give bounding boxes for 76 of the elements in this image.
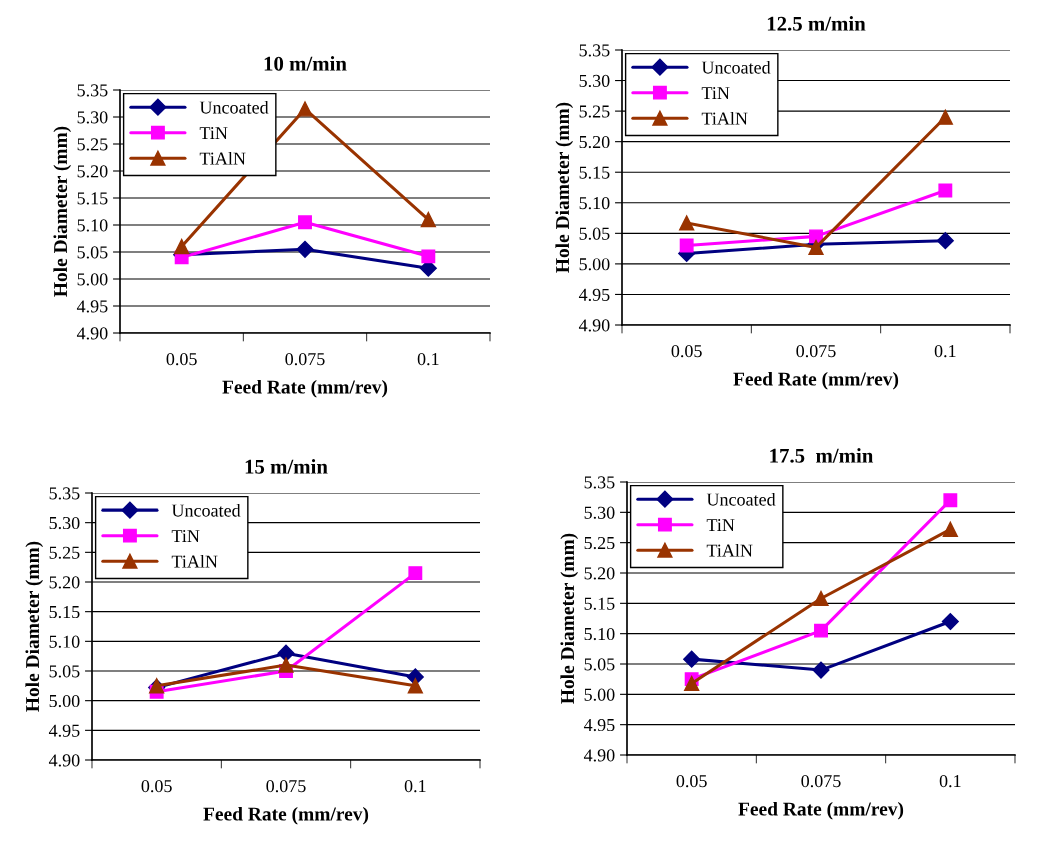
x-axis-title: Feed Rate (mm/rev)	[738, 801, 904, 820]
y-tick-label: 5.25	[49, 546, 80, 559]
y-tick-label: 5.05	[579, 227, 610, 240]
y-tick-label: 5.10	[579, 197, 610, 210]
x-tick-label: 0.075	[801, 774, 841, 788]
legend-label: TiAlN	[199, 151, 246, 165]
y-tick-label: 5.15	[49, 606, 80, 619]
legend-label: TiAlN	[706, 543, 753, 557]
x-tick-label: 0.1	[939, 774, 961, 788]
y-tick-label: 5.30	[579, 74, 610, 88]
x-tick-label: 0.05	[671, 344, 702, 358]
legend-label: Uncoated	[199, 100, 269, 114]
chart-title: 10 m/min	[264, 56, 347, 71]
y-tick-label: 5.05	[49, 665, 80, 678]
legend-label: Uncoated	[706, 492, 776, 506]
y-tick-label: 4.95	[48, 724, 80, 737]
y-tick-label: 5.10	[49, 635, 80, 648]
y-tick-label: 5.05	[77, 246, 108, 259]
y-tick-label: 5.20	[579, 135, 610, 149]
x-axis-title: Feed Rate (mm/rev)	[203, 806, 369, 825]
y-tick-label: 5.15	[77, 192, 108, 205]
chart-title: 17.5 m/min	[770, 448, 874, 463]
y-tick-label: 4.95	[76, 300, 108, 313]
legend-label: TiN	[701, 87, 730, 99]
legend-label: TiN	[199, 127, 228, 139]
y-axis-title: Hole Diameter (mm)	[560, 533, 579, 704]
y-tick-label: 5.30	[584, 506, 615, 519]
legend-label: Uncoated	[701, 60, 771, 74]
chart-title: 15 m/min	[245, 459, 328, 474]
legend-label: TiAlN	[171, 554, 218, 568]
legend-label: TiN	[706, 519, 735, 531]
x-tick-label: 0.075	[266, 779, 306, 793]
y-tick-label: 5.10	[77, 219, 108, 232]
x-axis-title: Feed Rate (mm/rev)	[222, 379, 388, 398]
y-tick-label: 4.90	[76, 327, 108, 340]
y-tick-label: 5.35	[49, 487, 80, 500]
y-axis-title: Hole Diameter (mm)	[53, 126, 72, 297]
y-tick-label: 5.30	[77, 111, 108, 124]
x-tick-label: 0.1	[404, 779, 426, 793]
y-tick-label: 5.35	[584, 476, 615, 489]
legend-label: TiN	[171, 530, 200, 542]
x-tick-label: 0.05	[141, 779, 172, 793]
y-tick-label: 5.15	[579, 166, 610, 179]
y-tick-label: 5.30	[49, 516, 80, 530]
y-tick-label: 5.05	[584, 658, 615, 671]
y-tick-label: 5.00	[579, 258, 610, 271]
y-tick-label: 5.15	[584, 597, 615, 610]
y-axis-title: Hole Diameter (mm)	[555, 102, 574, 273]
x-tick-label: 0.05	[166, 352, 197, 366]
y-tick-label: 5.20	[77, 165, 108, 178]
y-tick-label: 5.35	[77, 84, 108, 97]
y-tick-label: 5.25	[584, 536, 615, 550]
x-tick-label: 0.1	[417, 352, 439, 366]
y-tick-label: 5.25	[579, 105, 610, 118]
chart-title: 12.5 m/min	[767, 16, 866, 31]
y-tick-label: 5.25	[77, 138, 108, 151]
y-tick-label: 5.10	[584, 627, 615, 641]
x-tick-label: 0.05	[676, 774, 707, 788]
y-tick-label: 4.95	[583, 718, 615, 732]
y-tick-label: 5.00	[77, 273, 108, 286]
x-tick-label: 0.075	[285, 352, 325, 366]
y-tick-label: 5.20	[584, 567, 615, 580]
y-tick-label: 5.00	[584, 688, 615, 701]
y-tick-label: 5.35	[579, 44, 610, 57]
x-axis-title: Feed Rate (mm/rev)	[733, 371, 899, 390]
legend-label: Uncoated	[171, 503, 241, 517]
y-tick-label: 4.90	[583, 749, 615, 762]
y-tick-label: 5.20	[49, 576, 80, 589]
x-tick-label: 0.075	[796, 344, 836, 358]
y-tick-label: 4.90	[48, 754, 80, 767]
y-tick-label: 4.90	[578, 319, 610, 332]
y-tick-label: 5.00	[49, 694, 80, 708]
legend-label: TiAlN	[701, 111, 748, 125]
y-axis-title: Hole Diameter (mm)	[25, 541, 44, 712]
x-tick-label: 0.1	[934, 344, 956, 358]
y-tick-label: 4.95	[578, 288, 610, 301]
